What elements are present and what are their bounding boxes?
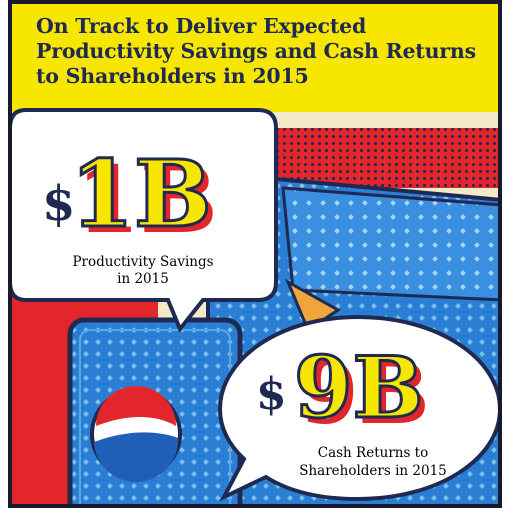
title-band (12, 4, 498, 112)
productivity-currency: $ (42, 176, 75, 232)
cash-caption-line1: Cash Returns to (318, 445, 429, 461)
pepsi-globe-icon (90, 386, 182, 483)
infographic-frame: On Track to Deliver Expected Productivit… (8, 0, 502, 508)
page-title: On Track to Deliver Expected Productivit… (36, 14, 476, 88)
productivity-amount: 1B (70, 140, 212, 248)
cash-returns-bubble: $ 9B 9B Cash Returns to Shareholders in … (218, 314, 498, 502)
cash-amount-shadow: 9B (300, 344, 429, 443)
cash-caption-line2: Shareholders in 2015 (299, 463, 447, 479)
productivity-caption-line2: in 2015 (117, 271, 169, 287)
productivity-bubble: $ 1B 1B Productivity Savings in 2015 (12, 108, 278, 333)
productivity-caption-line1: Productivity Savings (72, 254, 213, 270)
cash-amount: 9B (294, 338, 423, 437)
cash-currency: $ (256, 369, 287, 420)
productivity-amount-shadow: 1B (76, 146, 218, 254)
